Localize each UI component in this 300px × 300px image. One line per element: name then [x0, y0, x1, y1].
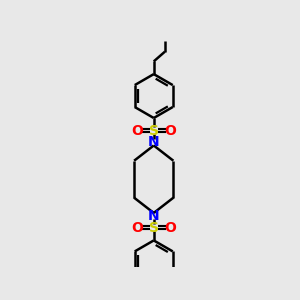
Text: N: N [148, 135, 160, 149]
Text: O: O [131, 221, 143, 235]
Text: O: O [164, 221, 176, 235]
Text: N: N [148, 209, 160, 223]
Text: S: S [149, 124, 159, 138]
Text: O: O [164, 124, 176, 138]
Text: O: O [131, 124, 143, 138]
Text: S: S [149, 221, 159, 235]
